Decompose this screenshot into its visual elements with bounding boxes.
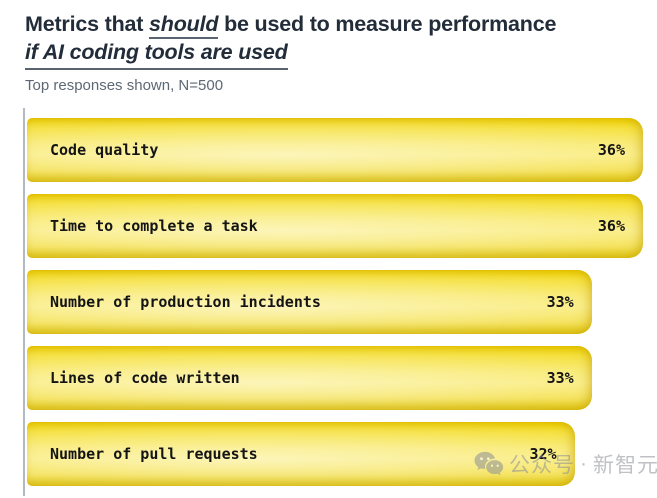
bar-value-label: 36% (597, 141, 625, 159)
bar-category-label: Lines of code written (50, 369, 240, 387)
watermark-account-label: 公众号 (509, 454, 575, 477)
title-part-pre: Metrics that (25, 12, 150, 36)
watermark: 公众号 · 新智元 (474, 449, 657, 479)
bar-row: Lines of code written 33% (27, 346, 592, 410)
title-part-post: be used to measure performance (218, 12, 557, 36)
watermark-brand: 新智元 (593, 454, 657, 477)
bar-row: Number of pull requests 32% (27, 422, 575, 486)
bar-group: Code quality 36% Time to complete a task 36… (27, 118, 643, 498)
chart-header: Metrics that should be used to measure p… (25, 10, 645, 94)
y-axis-line (23, 108, 25, 496)
chart-subtitle: Top responses shown, N=500 (25, 77, 224, 94)
bar-value-label: 36% (597, 217, 625, 235)
bar-value-label: 32% (529, 445, 557, 463)
bar-row: Code quality 36% (27, 118, 643, 182)
wechat-icon (474, 451, 504, 477)
watermark-separator: · (580, 452, 588, 475)
bar-value-label: 33% (546, 293, 574, 311)
title-emphasis-should: should (149, 12, 219, 39)
title-line2: if AI coding tools are used (25, 38, 288, 70)
bar-row: Number of production incidents 33% (27, 270, 592, 334)
bar-category-label: Code quality (50, 141, 159, 159)
chart-title: Metrics that should be used to measure p… (25, 10, 645, 70)
bar-value-label: 33% (546, 369, 574, 387)
bar-category-label: Time to complete a task (50, 217, 258, 235)
bar-row: Time to complete a task 36% (27, 194, 643, 258)
bar-category-label: Number of production incidents (50, 293, 321, 311)
bar-category-label: Number of pull requests (50, 445, 258, 463)
